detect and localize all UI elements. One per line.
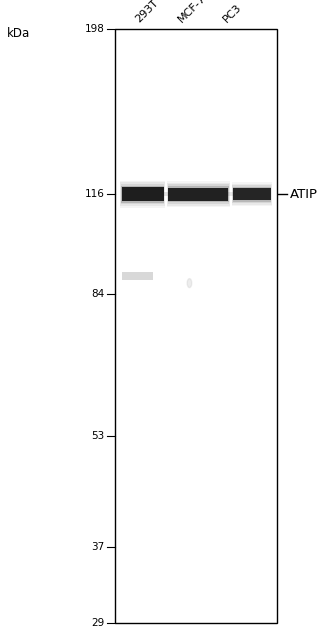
Bar <box>168 184 229 204</box>
Bar <box>121 184 164 204</box>
Text: 116: 116 <box>85 189 104 199</box>
Bar <box>120 181 165 207</box>
Bar <box>121 186 164 203</box>
Bar <box>167 183 230 205</box>
Bar <box>120 182 165 206</box>
Text: 29: 29 <box>91 618 104 628</box>
Circle shape <box>187 279 192 288</box>
Bar <box>122 272 153 280</box>
Bar <box>228 193 233 196</box>
Bar <box>232 184 272 205</box>
Bar <box>164 192 168 196</box>
Bar <box>168 187 228 201</box>
Text: 53: 53 <box>91 431 104 441</box>
Bar <box>232 185 272 203</box>
Bar <box>168 186 229 202</box>
Text: kDa: kDa <box>6 27 30 40</box>
FancyBboxPatch shape <box>115 29 277 623</box>
Bar <box>232 182 272 206</box>
Bar <box>122 187 164 201</box>
Text: 293T: 293T <box>134 0 161 24</box>
Bar <box>167 181 230 207</box>
Text: 37: 37 <box>91 542 104 552</box>
Text: MCF-7: MCF-7 <box>176 0 208 24</box>
Bar <box>233 187 271 202</box>
Bar <box>233 188 271 200</box>
Text: 84: 84 <box>91 289 104 299</box>
Text: ATIP: ATIP <box>290 187 318 201</box>
Text: 198: 198 <box>85 24 104 34</box>
Text: PC3: PC3 <box>221 2 244 24</box>
